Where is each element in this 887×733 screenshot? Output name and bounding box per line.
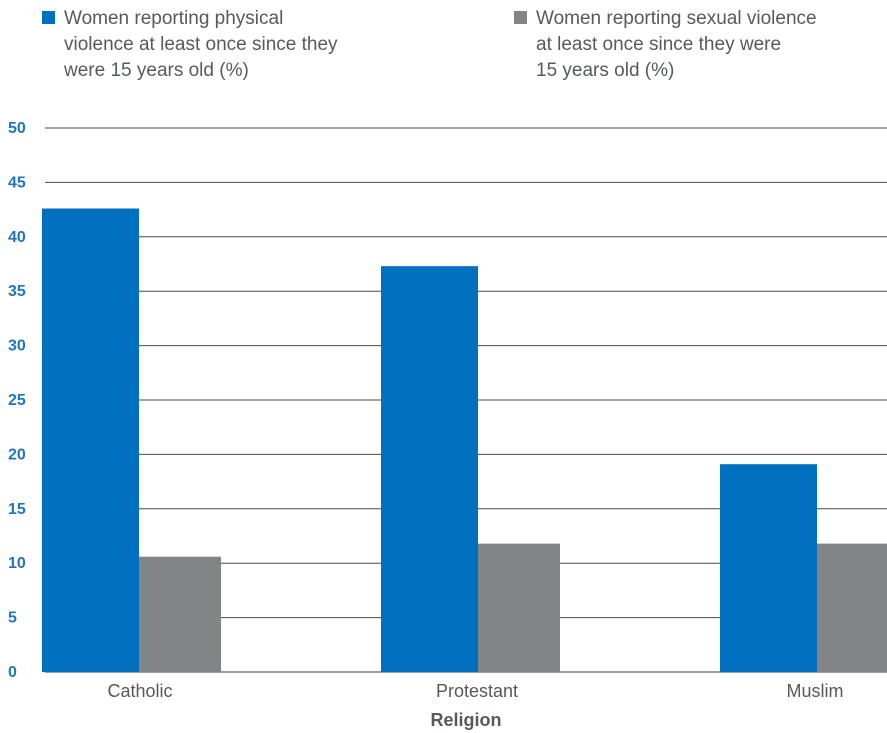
x-tick-label-catholic: Catholic — [107, 681, 172, 701]
y-tick-label-50: 50 — [8, 120, 26, 137]
y-tick-label-30: 30 — [8, 338, 26, 355]
bar-catholic-series-0 — [42, 208, 139, 672]
x-axis-title: Religion — [431, 710, 502, 730]
legend-item-sexual-violence: Women reporting sexual violence at least… — [514, 6, 874, 84]
x-tick-label-protestant: Protestant — [436, 681, 518, 701]
y-tick-label-15: 15 — [8, 501, 26, 518]
legend-item-physical-violence: Women reporting physical violence at lea… — [42, 6, 402, 84]
legend-swatch-sexual-violence — [514, 11, 527, 24]
legend-label-physical-violence: Women reporting physical violence at lea… — [64, 8, 338, 81]
legend-label-sexual-violence: Women reporting sexual violence at least… — [536, 8, 817, 81]
y-tick-label-25: 25 — [8, 392, 26, 409]
y-tick-label-40: 40 — [8, 229, 26, 246]
y-tick-label-20: 20 — [8, 446, 26, 463]
bar-protestant-series-0 — [381, 266, 478, 672]
x-tick-label-muslim: Muslim — [787, 681, 844, 701]
y-tick-label-0: 0 — [8, 664, 17, 681]
bar-catholic-series-1 — [139, 556, 221, 672]
legend-swatch-physical-violence — [42, 11, 55, 24]
y-tick-label-5: 5 — [8, 610, 17, 627]
bars — [42, 208, 887, 672]
bar-muslim-series-1 — [817, 543, 887, 672]
x-axis-ticks: Catholic Protestant Muslim — [107, 681, 843, 701]
bar-protestant-series-1 — [478, 543, 560, 672]
bar-muslim-series-0 — [720, 464, 817, 672]
y-tick-label-45: 45 — [8, 174, 26, 191]
y-tick-label-35: 35 — [8, 283, 26, 300]
y-tick-label-10: 10 — [8, 555, 26, 572]
y-axis-ticks: 0 5 10 15 20 25 30 35 40 45 50 — [8, 120, 26, 681]
